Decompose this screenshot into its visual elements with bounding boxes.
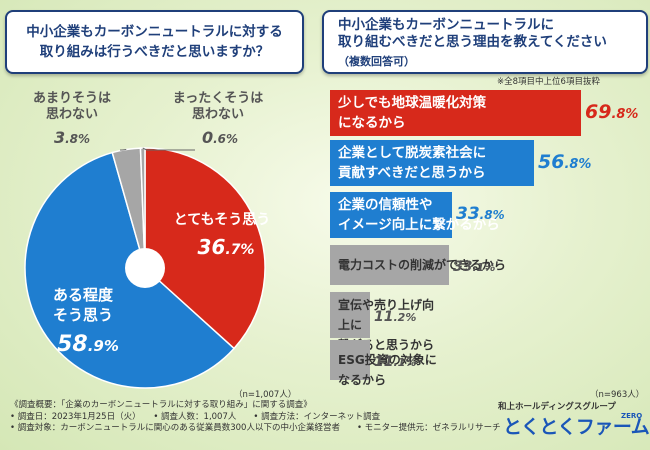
pie-value-somewhat-decimal: .9% xyxy=(88,337,119,355)
pie-value-not-at-all: 0.6% xyxy=(202,128,238,147)
bar-value-4-decimal: .1% xyxy=(472,261,496,274)
bar-label-5-line-1: 宣伝や売り上げ向上に xyxy=(338,298,435,332)
bar-2 xyxy=(330,140,534,186)
leader-line-not-at-all xyxy=(142,147,195,151)
logo-company-name: 和上ホールディングスグループ xyxy=(498,402,616,412)
bar-label-2-line-2: 貢献すべきだと思うから xyxy=(338,165,486,181)
footnote-line1: 《調査概要：「企業のカーボンニュートラルに対する取り組み」に関する調査》 xyxy=(10,400,312,410)
pie-label-somewhat-1: ある程度 xyxy=(53,286,114,304)
right-sample-size: （n=963人） xyxy=(590,390,645,400)
pie-value-not-really-decimal: .8% xyxy=(65,132,90,146)
footnote-line2: • 調査日：2023年1月25日（火） • 調査人数：1,007人 • 調査方法… xyxy=(10,411,381,422)
bar-value-1: 69.8% xyxy=(585,101,638,123)
bar-value-1-decimal: .8% xyxy=(611,107,639,122)
pie-value-very-much-decimal: .7% xyxy=(225,242,254,258)
bar-label-4-line-1: 電力コストの削減ができるから xyxy=(338,258,506,272)
pie-label-not-at-all-2: 思わない xyxy=(192,107,244,122)
pie-slice-1 xyxy=(144,147,266,350)
right-question-line1: 中小企業もカーボンニュートラルに xyxy=(338,17,554,33)
bar-row-5: 宣伝や売り上げ向上に 繋がると思うから 11.2% xyxy=(330,292,440,352)
bar-value-1-integer: 69 xyxy=(585,101,612,123)
pie-label-very-much: とてもそう思う xyxy=(174,212,271,228)
bar-label-1: 少しでも地球温暖化対策 になるから xyxy=(338,93,486,133)
right-question-card: 中小企業もカーボンニュートラルに 取り組むべきだと思う理由を教えてください （複… xyxy=(322,10,648,74)
pie-value-not-really-integer: 3 xyxy=(54,128,65,147)
pie-value-very-much-integer: 36 xyxy=(198,235,226,259)
bar-label-2: 企業として脱炭素社会に 貢献すべきだと思うから xyxy=(338,143,486,183)
pie-value-somewhat-integer: 58 xyxy=(57,332,88,357)
bar-row-2: 企業として脱炭素社会に 貢献すべきだと思うから 56.8% xyxy=(330,140,604,186)
bar-label-2-line-1: 企業として脱炭素社会に xyxy=(338,145,487,161)
bar-label-1-line-2: になるから xyxy=(338,115,406,131)
left-question-line1: 中小企業もカーボンニュートラルに対する xyxy=(26,24,283,40)
bar-value-6-integer: 11 xyxy=(374,354,394,370)
bar-label-3-line-2: イメージ向上に繋がるから xyxy=(338,217,500,233)
bar-value-6: 11.1% xyxy=(374,351,416,370)
right-question-line2: 取り組むべきだと思う理由を教えてください xyxy=(338,34,607,50)
bar-value-2-integer: 56 xyxy=(538,151,565,173)
survey-footnote: 《調査概要：「企業のカーボンニュートラルに対する取り組み」に関する調査》 • 調… xyxy=(10,400,501,435)
bar-label-6-line-1: ESG投資の対象になるから xyxy=(338,353,437,387)
footnote-line3: • 調査対象：カーボンニュートラルに関心のある従業員数300人以下の中小企業経営… xyxy=(10,423,501,433)
left-question-line2: 取り組みは行うべきだと思いますか？ xyxy=(39,44,270,60)
bar-value-2: 56.8% xyxy=(538,151,591,173)
pie-label-not-really-1: あまりそうは xyxy=(33,91,111,106)
pie-label-not-really-2: 思わない xyxy=(46,107,98,122)
pie-value-not-at-all-decimal: .6% xyxy=(213,132,238,146)
logo-brand-name: とくとくファーム xyxy=(503,416,650,438)
bar-label-1-line-1: 少しでも地球温暖化対策 xyxy=(338,95,487,111)
bar-row-3: 企業の信頼性やイメージ向上に繋がるから 33.8% xyxy=(330,192,522,238)
bar-label-4: 電力コストの削減ができるから xyxy=(338,255,506,275)
pie-slice-4 xyxy=(139,147,146,269)
right-question-subtitle: （複数回答可） xyxy=(338,55,415,68)
bar-value-3: 33.8% xyxy=(456,204,505,224)
pie-value-somewhat: 58.9% xyxy=(57,332,119,357)
pie-value-not-at-all-integer: 0 xyxy=(202,128,213,147)
bar-4 xyxy=(330,245,449,285)
bar-value-5-integer: 11 xyxy=(374,309,394,325)
bar-value-4-integer: 33 xyxy=(453,259,473,275)
pie-value-very-much: 36.7% xyxy=(198,235,255,259)
bar-value-4: 33.1% xyxy=(453,256,495,275)
bar-value-3-decimal: .8% xyxy=(479,208,505,222)
right-note: ※全8項目中上位6項目抜粋 xyxy=(497,77,600,87)
leader-line-not-really xyxy=(120,148,127,151)
pie-label-not-at-all-1: まったくそうは xyxy=(173,91,263,106)
pie-value-not-really: 3.8% xyxy=(54,128,90,147)
pie-label-somewhat-2: そう思う xyxy=(53,306,113,324)
left-sample-size: （n=1,007人） xyxy=(234,390,297,400)
bar-row-1: 少しでも地球温暖化対策 になるから 69.8% xyxy=(330,90,650,136)
bar-label-3-line-1: 企業の信頼性や xyxy=(338,197,433,213)
bar-1 xyxy=(330,90,581,136)
bar-value-2-decimal: .8% xyxy=(564,157,592,172)
bar-label-3: 企業の信頼性やイメージ向上に繋がるから xyxy=(338,195,500,235)
left-question-card: 中小企業もカーボンニュートラルに対する 取り組みは行うべきだと思いますか？ xyxy=(5,10,304,74)
bar-label-6: ESG投資の対象になるから xyxy=(338,350,440,390)
bar-value-5-decimal: .2% xyxy=(393,311,417,324)
bar-5 xyxy=(330,292,370,338)
logo-zero-mark: ZERO xyxy=(621,412,643,420)
bar-value-3-integer: 33 xyxy=(456,204,480,224)
bar-value-6-decimal: .1% xyxy=(393,356,417,369)
bar-row-6: ESG投資の対象になるから 11.1% xyxy=(330,340,440,387)
bar-row-4: 電力コストの削減ができるから 33.1% xyxy=(330,245,519,285)
bar-3 xyxy=(330,192,452,238)
bar-6 xyxy=(330,340,370,380)
bar-value-5: 11.2% xyxy=(374,306,416,325)
pie-center-hole xyxy=(125,248,165,288)
